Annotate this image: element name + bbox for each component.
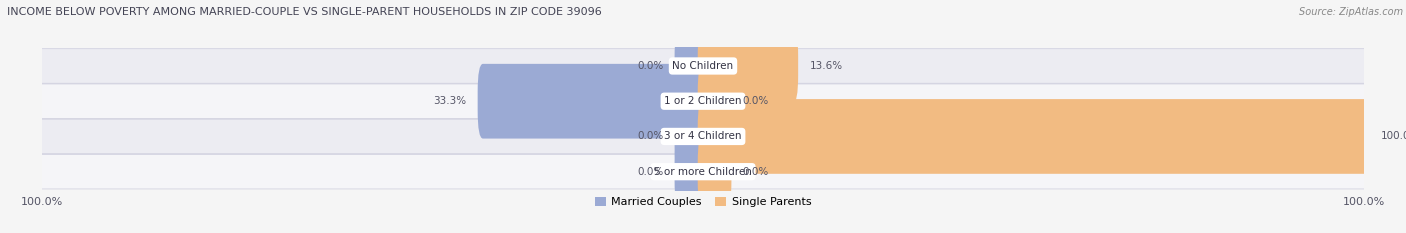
Text: INCOME BELOW POVERTY AMONG MARRIED-COUPLE VS SINGLE-PARENT HOUSEHOLDS IN ZIP COD: INCOME BELOW POVERTY AMONG MARRIED-COUPL… <box>7 7 602 17</box>
Text: No Children: No Children <box>672 61 734 71</box>
Text: 0.0%: 0.0% <box>742 96 769 106</box>
Text: 100.0%: 100.0% <box>1381 131 1406 141</box>
FancyBboxPatch shape <box>30 84 1376 118</box>
FancyBboxPatch shape <box>697 64 731 139</box>
Text: 5 or more Children: 5 or more Children <box>654 167 752 177</box>
Text: 1 or 2 Children: 1 or 2 Children <box>664 96 742 106</box>
FancyBboxPatch shape <box>675 99 709 174</box>
FancyBboxPatch shape <box>30 154 1376 189</box>
Text: 0.0%: 0.0% <box>637 61 664 71</box>
Text: Source: ZipAtlas.com: Source: ZipAtlas.com <box>1299 7 1403 17</box>
Text: 33.3%: 33.3% <box>433 96 467 106</box>
FancyBboxPatch shape <box>697 134 731 209</box>
Text: 0.0%: 0.0% <box>637 167 664 177</box>
FancyBboxPatch shape <box>675 29 709 103</box>
Text: 13.6%: 13.6% <box>810 61 842 71</box>
FancyBboxPatch shape <box>478 64 709 139</box>
Text: 3 or 4 Children: 3 or 4 Children <box>664 131 742 141</box>
FancyBboxPatch shape <box>30 49 1376 83</box>
Text: 0.0%: 0.0% <box>742 167 769 177</box>
FancyBboxPatch shape <box>697 99 1369 174</box>
Text: 0.0%: 0.0% <box>637 131 664 141</box>
Legend: Married Couples, Single Parents: Married Couples, Single Parents <box>591 192 815 212</box>
FancyBboxPatch shape <box>675 134 709 209</box>
FancyBboxPatch shape <box>697 29 799 103</box>
FancyBboxPatch shape <box>30 119 1376 154</box>
